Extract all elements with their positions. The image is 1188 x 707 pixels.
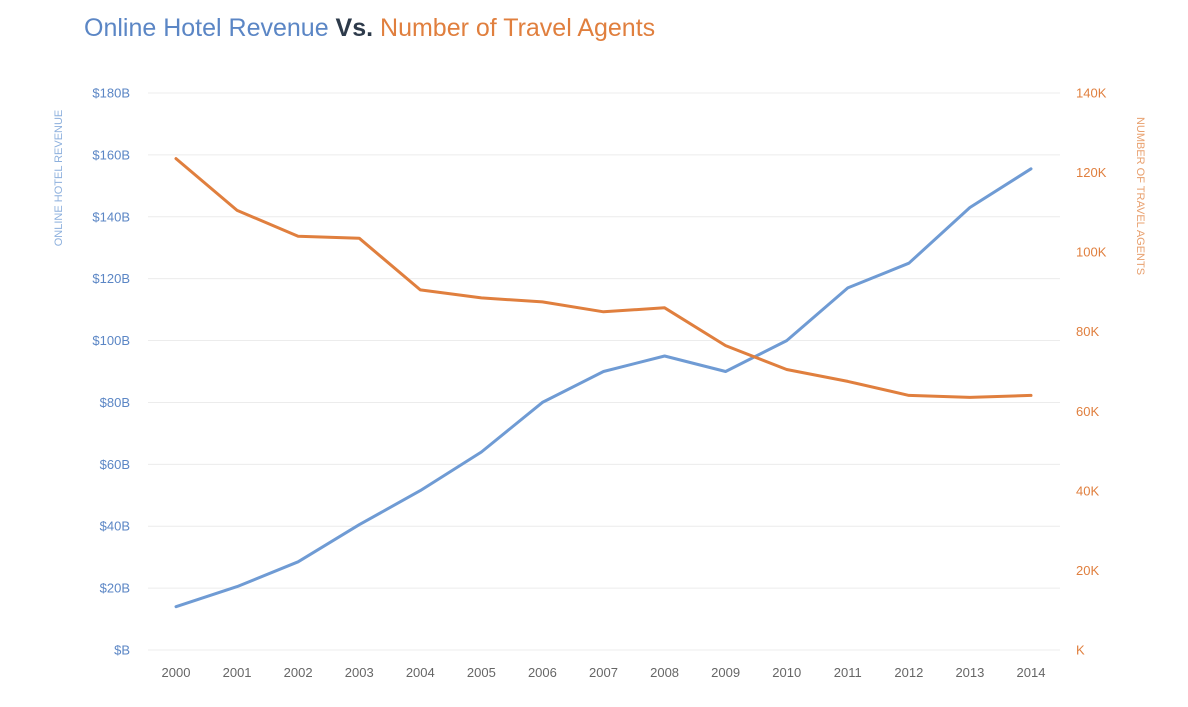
x-tick-label: 2012 — [894, 665, 923, 680]
x-tick-label: 2007 — [589, 665, 618, 680]
x-tick-label: 2001 — [223, 665, 252, 680]
left-tick-label: $60B — [100, 457, 130, 472]
x-tick-label: 2006 — [528, 665, 557, 680]
revenue-line — [174, 167, 1033, 609]
left-tick-label: $40B — [100, 519, 130, 534]
x-tick-label: 2002 — [284, 665, 313, 680]
right-tick-label: K — [1076, 643, 1085, 658]
x-tick-label: 2003 — [345, 665, 374, 680]
right-tick-label: 20K — [1076, 563, 1099, 578]
series-lines — [174, 157, 1033, 609]
x-axis-ticks: 2000 2001 2002 2003 2004 2005 2006 2007 2008 2009… — [162, 665, 1046, 680]
left-tick-label: $20B — [100, 581, 130, 596]
x-tick-label: 2000 — [162, 665, 191, 680]
x-tick-label: 2010 — [772, 665, 801, 680]
left-axis-title: ONLINE HOTEL REVENUE — [53, 110, 65, 247]
title-revenue-part: Online Hotel Revenue — [84, 14, 329, 42]
chart-title: Online Hotel Revenue Vs. Number of Trave… — [84, 14, 655, 43]
right-tick-label: 80K — [1076, 324, 1099, 339]
left-tick-label: $160B — [92, 147, 130, 162]
title-agents-part: Number of Travel Agents — [380, 14, 656, 42]
x-tick-label: 2008 — [650, 665, 679, 680]
title-vs-part: Vs. — [328, 14, 381, 42]
x-tick-label: 2011 — [834, 665, 862, 680]
right-tick-label: 60K — [1076, 404, 1099, 419]
left-tick-label: $140B — [92, 209, 130, 224]
x-tick-label: 2004 — [406, 665, 435, 680]
x-tick-label: 2009 — [711, 665, 740, 680]
right-tick-label: 140K — [1076, 86, 1107, 101]
left-tick-label: $B — [114, 643, 130, 658]
right-tick-label: 100K — [1076, 245, 1107, 260]
left-tick-label: $80B — [100, 395, 130, 410]
right-axis-title: NUMBER OF TRAVEL AGENTS — [1134, 117, 1146, 275]
left-tick-label: $100B — [92, 333, 130, 348]
left-tick-label: $180B — [92, 86, 130, 101]
left-tick-label: $120B — [92, 271, 130, 286]
right-axis-ticks: K 20K 40K 60K 80K 100K 120K 140K — [1076, 86, 1107, 658]
x-tick-label: 2005 — [467, 665, 496, 680]
x-tick-label: 2013 — [955, 665, 984, 680]
x-tick-label: 2014 — [1017, 665, 1046, 680]
left-axis-ticks: $B $20B $40B $60B $80B $100B $120B $140B $160B $1… — [92, 86, 130, 658]
gridlines — [148, 92, 1060, 651]
right-tick-label: 40K — [1076, 483, 1099, 498]
travel-agents-line — [174, 157, 1033, 399]
right-tick-label: 120K — [1076, 165, 1107, 180]
